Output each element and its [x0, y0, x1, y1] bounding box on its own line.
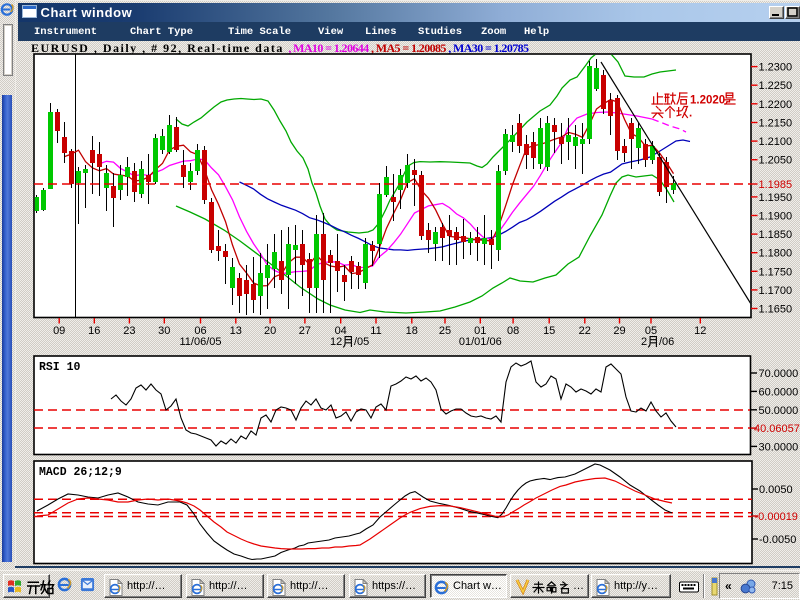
svg-text:06: 06 — [194, 325, 206, 337]
svg-text:50.0000: 50.0000 — [759, 405, 799, 417]
svg-text:12: 12 — [694, 325, 706, 337]
svg-text:.: . — [689, 108, 692, 120]
svg-text:1.2250: 1.2250 — [759, 80, 793, 92]
svg-text:1.2100: 1.2100 — [759, 136, 793, 148]
svg-text:1.1650: 1.1650 — [759, 304, 793, 316]
svg-text:40.06057: 40.06057 — [754, 423, 800, 435]
svg-text:04: 04 — [335, 325, 347, 337]
svg-text:/05: /05 — [354, 336, 369, 348]
svg-text:01: 01 — [474, 325, 486, 337]
svg-text:1.2200: 1.2200 — [759, 99, 793, 111]
svg-text:18: 18 — [406, 325, 418, 337]
svg-text:22: 22 — [579, 325, 591, 337]
svg-text:29: 29 — [613, 325, 625, 337]
svg-text:1.1985: 1.1985 — [759, 179, 793, 191]
svg-text:01/01/06: 01/01/06 — [459, 336, 502, 348]
svg-text:60.0000: 60.0000 — [759, 386, 799, 398]
svg-text:25: 25 — [439, 325, 451, 337]
svg-text:1.1900: 1.1900 — [759, 211, 793, 223]
svg-text:70.0000: 70.0000 — [759, 368, 799, 380]
svg-text:27: 27 — [299, 325, 311, 337]
svg-text:12: 12 — [330, 336, 342, 348]
svg-text:1.2150: 1.2150 — [759, 118, 793, 130]
svg-text:15: 15 — [543, 325, 555, 337]
svg-text:1.2300: 1.2300 — [759, 62, 793, 74]
svg-text:1.1750: 1.1750 — [759, 266, 793, 278]
svg-text:/06: /06 — [659, 336, 674, 348]
svg-text:30.0000: 30.0000 — [759, 441, 799, 453]
svg-text:0.0050: 0.0050 — [759, 484, 793, 496]
svg-text:1.2020: 1.2020 — [690, 95, 725, 107]
svg-text:RSI 10: RSI 10 — [39, 361, 81, 374]
svg-text:1.1950: 1.1950 — [759, 192, 793, 204]
svg-text:13: 13 — [230, 325, 242, 337]
svg-text:05: 05 — [645, 325, 657, 337]
svg-text:1.1800: 1.1800 — [759, 248, 793, 260]
svg-text:08: 08 — [507, 325, 519, 337]
svg-text:MACD 26;12;9: MACD 26;12;9 — [39, 466, 122, 479]
svg-text:-0.0050: -0.0050 — [759, 534, 796, 546]
svg-text:30: 30 — [158, 325, 170, 337]
svg-text:1.1850: 1.1850 — [759, 229, 793, 241]
svg-text:11/06/05: 11/06/05 — [179, 336, 221, 348]
svg-text:-0.00019: -0.00019 — [755, 511, 798, 523]
svg-text:20: 20 — [264, 325, 276, 337]
svg-text:09: 09 — [53, 325, 65, 337]
svg-text:16: 16 — [88, 325, 100, 337]
svg-text:2: 2 — [641, 336, 647, 348]
svg-text:1.2050: 1.2050 — [759, 155, 793, 167]
svg-text:11: 11 — [370, 325, 381, 337]
svg-text:1.1700: 1.1700 — [759, 285, 793, 297]
svg-text:23: 23 — [123, 325, 135, 337]
